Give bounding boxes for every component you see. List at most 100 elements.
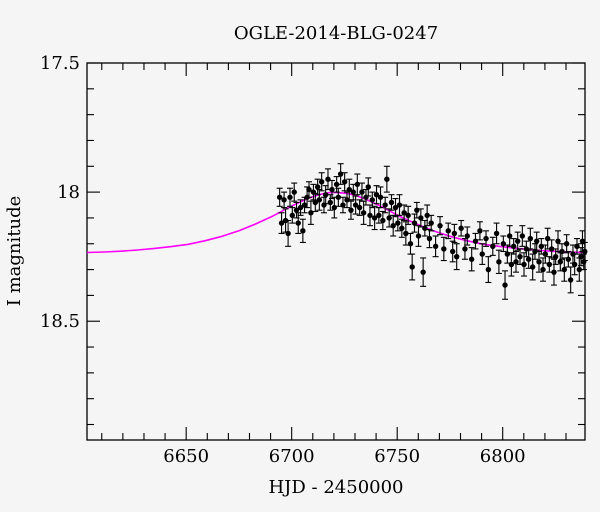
data-point: [424, 212, 430, 219]
data-point: [384, 176, 390, 182]
data-point: [477, 228, 483, 234]
data-point: [582, 248, 588, 255]
data-point: [576, 266, 583, 273]
data-point: [411, 220, 418, 226]
data-point: [508, 261, 515, 268]
data-point: [563, 241, 570, 247]
data-point: [405, 212, 411, 219]
data-point: [533, 238, 540, 244]
data-point: [559, 248, 565, 255]
data-point: [301, 202, 308, 208]
data-point: [458, 225, 464, 231]
data-point: [581, 259, 587, 265]
data-point: [571, 261, 578, 268]
data-point: [295, 220, 301, 226]
data-point: [335, 194, 342, 200]
data-point: [517, 253, 523, 260]
data-point: [331, 204, 338, 211]
data-point: [565, 256, 572, 262]
data-point: [285, 230, 291, 237]
data-point: [415, 233, 422, 239]
data-point: [322, 191, 329, 198]
data-point: [308, 210, 314, 216]
data-point: [574, 243, 580, 250]
data-point: [514, 238, 521, 244]
data-point: [557, 259, 564, 265]
data-point: [365, 184, 371, 190]
data-point: [451, 230, 458, 237]
data-point: [371, 215, 378, 221]
data-point: [464, 233, 470, 239]
data-point: [437, 222, 443, 229]
data-point: [350, 189, 357, 195]
data-point: [314, 184, 321, 190]
x-tick-label: 6700: [269, 446, 315, 467]
data-point: [399, 225, 405, 231]
data-point: [291, 189, 297, 195]
data-point: [380, 217, 386, 224]
data-point: [513, 259, 519, 265]
data-point: [483, 235, 489, 242]
data-point: [510, 243, 517, 250]
data-point: [289, 212, 296, 219]
data-point: [327, 199, 334, 206]
data-point: [555, 238, 561, 244]
data-point: [360, 210, 367, 216]
data-point: [359, 189, 365, 195]
data-point: [449, 248, 456, 255]
y-tick-label: 17.5: [40, 53, 80, 74]
data-point: [544, 235, 551, 242]
x-axis-label: HJD - 2450000: [268, 477, 403, 498]
data-point: [504, 251, 511, 257]
data-point: [490, 243, 496, 250]
data-point: [281, 197, 287, 203]
y-tick-label: 18: [57, 182, 80, 203]
data-point: [445, 228, 451, 234]
data-point: [462, 246, 468, 252]
data-point: [472, 238, 479, 244]
x-tick-label: 6800: [480, 446, 526, 467]
x-tick-label: 6650: [163, 446, 209, 467]
data-point: [561, 266, 568, 273]
data-point: [297, 204, 304, 211]
data-point: [395, 220, 401, 226]
data-point: [354, 181, 361, 188]
y-tick-label: 18.5: [40, 311, 80, 332]
plot-area: 6650 6700 6750 6800 17.5 18 18.5: [40, 53, 588, 467]
data-point: [521, 261, 527, 268]
data-point: [500, 241, 507, 247]
data-point: [390, 222, 396, 229]
data-point: [352, 202, 359, 208]
data-point: [418, 215, 424, 221]
data-point: [300, 228, 306, 234]
data-point: [329, 186, 335, 193]
data-point: [341, 179, 348, 185]
data-point: [454, 253, 460, 260]
data-point: [496, 259, 502, 265]
data-point: [356, 204, 363, 211]
data-point: [432, 243, 439, 250]
data-point: [367, 212, 373, 219]
data-point: [552, 253, 559, 260]
data-point: [325, 176, 331, 182]
data-point: [340, 202, 346, 208]
data-point: [519, 233, 526, 239]
data-point: [428, 220, 434, 226]
data-point: [485, 266, 492, 273]
data-point: [396, 202, 403, 208]
data-point: [551, 269, 557, 275]
data-point: [538, 243, 545, 250]
data-point: [403, 230, 409, 237]
data-point: [346, 186, 352, 193]
data-point: [373, 191, 380, 198]
data-point: [386, 215, 392, 221]
model-curve: [86, 191, 586, 254]
data-point: [540, 266, 546, 273]
data-point: [382, 202, 388, 208]
data-point: [318, 179, 325, 185]
data-point: [527, 235, 534, 242]
data-point: [316, 197, 323, 203]
data-point: [468, 256, 475, 262]
data-point: [426, 235, 433, 242]
data-point: [493, 230, 500, 237]
